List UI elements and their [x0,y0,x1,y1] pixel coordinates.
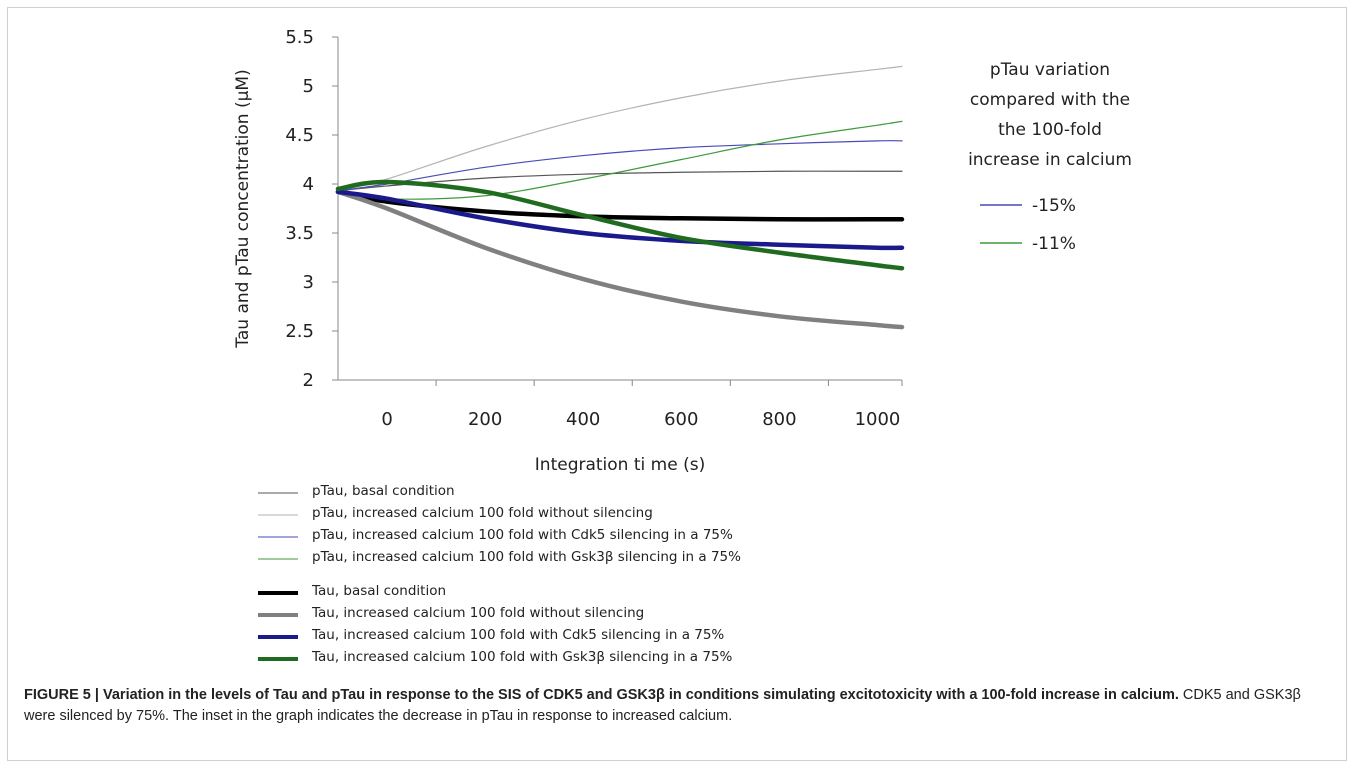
y-tick-label: 2.5 [285,321,314,342]
y-tick-label: 3 [303,272,314,293]
inset-legend-label: -11% [1032,234,1076,254]
y-tick-label: 4 [303,174,314,195]
series-line [335,189,905,330]
caption-bold: FIGURE 5 | Variation in the levels of Ta… [24,687,1179,703]
legend-item-label: Tau, increased calcium 100 fold with Cdk… [312,627,725,643]
figure-frame [7,7,1347,761]
series-line [337,170,903,192]
inset-legend-label: -15% [1032,196,1076,216]
series-line [337,120,903,200]
x-tick-label: 0 [381,409,392,430]
series-line [335,179,905,271]
y-tick-label: 5.5 [285,27,314,48]
legend-item-label: pTau, increased calcium 100 fold with Gs… [312,549,741,565]
x-tick-label: 800 [762,409,796,430]
x-tick-label: 600 [664,409,698,430]
x-tick-label: 400 [566,409,600,430]
series-line [335,189,905,251]
inset-title-line: compared with the [969,90,1131,110]
inset-title-line: increase in calcium [968,150,1132,170]
figure-caption: FIGURE 5 | Variation in the levels of Ta… [24,685,1334,727]
y-tick-label: 5 [303,76,314,97]
legend-item-label: pTau, increased calcium 100 fold without… [312,505,653,521]
x-tick-label: 200 [468,409,502,430]
caption-text: CDK5 and GSK3β were silenced by 75%. The… [24,687,1301,724]
x-tick-label: 1000 [855,409,901,430]
y-tick-label: 4.5 [285,125,314,146]
y-tick-label: 2 [303,370,314,391]
inset-title-line: the 100-fold [998,120,1102,140]
inset-title-line: pTau variation [989,60,1111,80]
legend-item-label: Tau, increased calcium 100 fold without … [312,605,645,621]
legend-item-label: pTau, increased calcium 100 fold with Cd… [312,527,733,543]
legend-item-label: pTau, basal condition [312,483,455,499]
legend-item-label: Tau, basal condition [312,583,447,599]
series-line [337,65,903,192]
y-tick-label: 3.5 [285,223,314,244]
y-axis-label: Tau and pTau concentration (μM) [233,69,253,348]
legend-item-label: Tau, increased calcium 100 fold with Gsk… [312,649,733,665]
x-axis-label: Integration ti me (s) [535,455,705,475]
